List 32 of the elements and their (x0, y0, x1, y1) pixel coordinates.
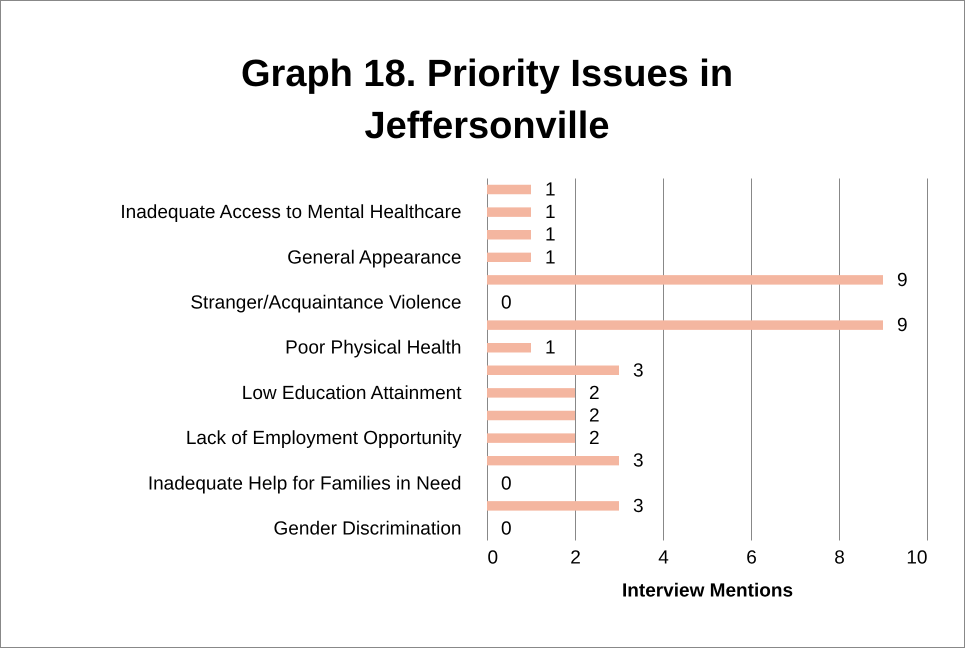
data-label: 1 (545, 202, 556, 224)
x-tick-label: 2 (570, 548, 581, 568)
chart-title: Graph 18. Priority Issues in Jeffersonville (240, 53, 734, 147)
y-tick-label: Inadequate Help for Families in Need (148, 473, 462, 494)
data-label: 0 (501, 292, 512, 314)
y-tick-label: Inadequate Access to Mental Healthcare (120, 202, 462, 224)
x-tick-label: 10 (906, 548, 928, 568)
data-label: 9 (897, 270, 908, 291)
data-label: 3 (633, 360, 644, 382)
data-label: 2 (589, 382, 600, 404)
x-tick-label: 8 (834, 548, 845, 568)
data-label: 1 (545, 247, 556, 268)
y-tick-label: Low Education Attainment (242, 382, 462, 404)
y-tick-label: General Appearance (287, 247, 462, 268)
y-tick-label: Gender Discrimination (274, 518, 462, 540)
data-label: 3 (633, 450, 644, 472)
y-tick-label: Poor Physical Health (285, 338, 462, 359)
data-label: 1 (545, 180, 556, 201)
data-label: 1 (545, 338, 556, 359)
data-label: 0 (501, 473, 512, 494)
x-tick-label: 6 (746, 548, 757, 568)
data-label: 1 (545, 224, 556, 246)
y-tick-label: Stranger/Acquaintance Violence (190, 292, 462, 314)
data-label: 0 (501, 518, 512, 540)
data-label: 3 (633, 496, 644, 517)
y-tick-label: Lack of Employment Opportunity (186, 428, 462, 450)
data-label: 2 (589, 428, 600, 450)
data-label: 9 (897, 315, 908, 336)
x-axis-title: Interview Mentions (622, 580, 794, 602)
x-tick-label: 0 (488, 548, 498, 568)
data-label: 2 (589, 405, 600, 426)
x-tick-label: 4 (658, 548, 670, 568)
